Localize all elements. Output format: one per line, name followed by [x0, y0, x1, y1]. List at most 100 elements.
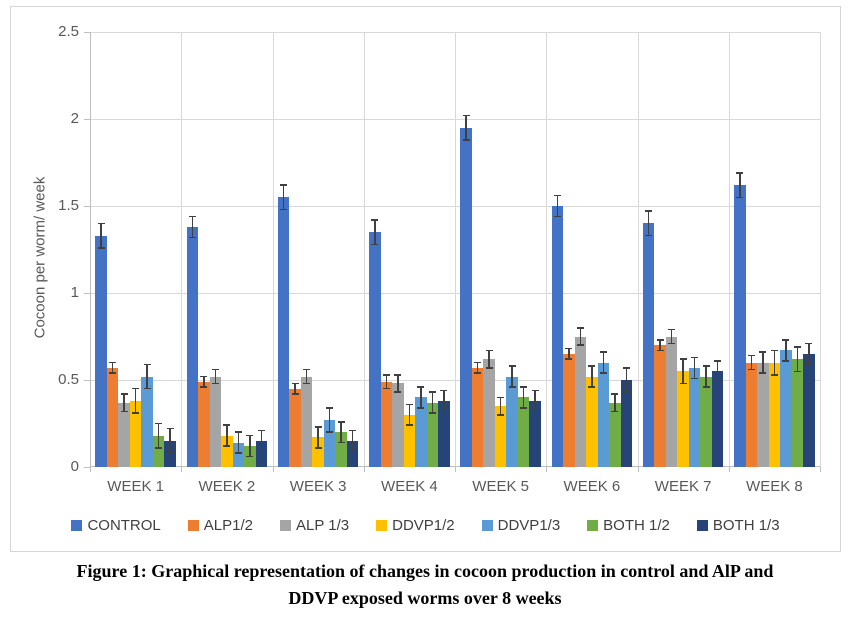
bar-both12-week8	[791, 359, 804, 467]
legend-swatch	[481, 520, 493, 531]
x-axis-label-week2: WEEK 2	[198, 478, 256, 495]
legend-item-alp13: ALP 1/3	[280, 517, 349, 534]
error-bar	[614, 393, 616, 412]
error-bar	[716, 360, 719, 382]
x-axis-label-week3: WEEK 3	[289, 478, 347, 495]
error-bar-cap	[679, 358, 687, 360]
error-bar-cap	[497, 396, 505, 399]
x-axis-label-week1: WEEK 1	[107, 478, 164, 495]
error-bar-cap	[246, 455, 254, 458]
bar-alp12-week3	[289, 388, 301, 467]
legend-label: CONTROL	[87, 517, 161, 534]
legend-swatch	[71, 520, 83, 531]
error-bar-cap	[553, 194, 561, 197]
error-bar	[260, 430, 263, 452]
error-bar-cap	[462, 114, 470, 117]
bar-ddvp13-week4	[415, 397, 427, 467]
x-axis-tickmark	[546, 467, 548, 472]
x-axis-label-week6: WEEK 6	[563, 478, 621, 495]
error-bar	[340, 421, 342, 443]
error-bar	[556, 195, 559, 217]
error-bar-cap	[714, 360, 722, 362]
bar-alp12-week4	[380, 381, 393, 467]
y-axis-tickmark	[84, 32, 90, 33]
bar-both13-week8	[803, 353, 815, 467]
figure-caption: Figure 1: Graphical representation of ch…	[0, 558, 850, 612]
error-bar-cap	[531, 389, 539, 392]
bar-control-week7	[642, 223, 655, 467]
error-bar	[374, 219, 376, 245]
error-bar	[431, 392, 434, 414]
error-bar	[237, 432, 240, 454]
error-bar-cap	[645, 210, 653, 212]
x-axis-label-week5: WEEK 5	[472, 478, 529, 495]
bar-control-week1	[95, 235, 107, 467]
error-bar-cap	[611, 410, 619, 413]
error-bar-cap	[520, 386, 528, 388]
error-bar-cap	[223, 445, 231, 447]
chart-legend: CONTROL ALP1/2 ALP 1/3 DDVP1/2 DDVP1/3 BOTH 1…	[11, 517, 840, 534]
error-bar	[488, 350, 490, 368]
bar-both12-week1	[152, 435, 165, 467]
error-bar	[214, 369, 217, 384]
error-bar	[773, 350, 776, 375]
plot-area	[84, 32, 821, 472]
legend-label: ALP1/2	[203, 517, 253, 534]
error-bar	[146, 364, 148, 389]
legend-item-ddvp12: DDVP1/2	[376, 517, 455, 534]
y-axis-tickmark	[84, 380, 90, 381]
bar-alp13-week4	[392, 383, 404, 467]
bar-ddvp13-week6	[597, 362, 610, 467]
error-bar-cap	[394, 374, 402, 376]
error-bar	[157, 423, 160, 448]
error-bar	[693, 357, 696, 379]
error-bar-cap	[759, 372, 767, 374]
legend-label: ALP 1/3	[296, 517, 350, 534]
bar-alp13-week5	[483, 359, 495, 467]
error-bar-cap	[428, 412, 436, 414]
error-bar-cap	[759, 351, 767, 353]
error-bar-cap	[702, 386, 710, 388]
error-bar-cap	[303, 368, 311, 371]
bar-ddvp12-week1	[129, 400, 142, 467]
error-bar-cap	[280, 184, 288, 186]
error-bar-cap	[782, 339, 790, 341]
bar-both12-week4	[426, 402, 439, 467]
error-bar	[134, 388, 137, 414]
gridline-vertical	[455, 32, 456, 467]
x-axis-label-week8: WEEK 8	[746, 478, 803, 495]
error-bar-cap	[736, 172, 744, 174]
bar-ddvp13-week2	[232, 442, 245, 467]
error-bar-cap	[474, 372, 482, 374]
bar-control-week3	[277, 197, 290, 467]
x-axis-tickmark	[181, 467, 183, 472]
error-bar-cap	[485, 367, 493, 369]
error-bar-cap	[588, 365, 596, 367]
bar-alp12-week6	[563, 353, 575, 467]
error-bar	[602, 352, 605, 374]
bar-alp12-week1	[106, 367, 119, 467]
error-bar-cap	[576, 344, 584, 346]
error-bar-cap	[211, 382, 219, 385]
x-axis-label-week4: WEEK 4	[381, 478, 438, 495]
error-bar-cap	[211, 368, 219, 371]
error-bar-cap	[714, 380, 722, 383]
error-bar	[522, 386, 525, 408]
legend-label: BOTH 1/2	[603, 517, 670, 534]
error-bar	[351, 430, 354, 452]
error-bar	[796, 346, 799, 372]
error-bar-cap	[520, 407, 528, 409]
error-bar-cap	[155, 422, 163, 425]
error-bar	[169, 428, 171, 454]
bar-ddvp12-week4	[403, 414, 416, 467]
error-bar-cap	[565, 358, 573, 360]
y-axis-tick-label: 0	[70, 458, 79, 475]
bar-ddvp13-week7	[688, 367, 701, 467]
bar-both13-week2	[255, 440, 268, 467]
error-bar	[282, 185, 285, 210]
error-bar-cap	[223, 424, 231, 426]
error-bar	[785, 339, 787, 361]
error-bar	[625, 367, 628, 393]
error-bar-cap	[679, 382, 687, 385]
